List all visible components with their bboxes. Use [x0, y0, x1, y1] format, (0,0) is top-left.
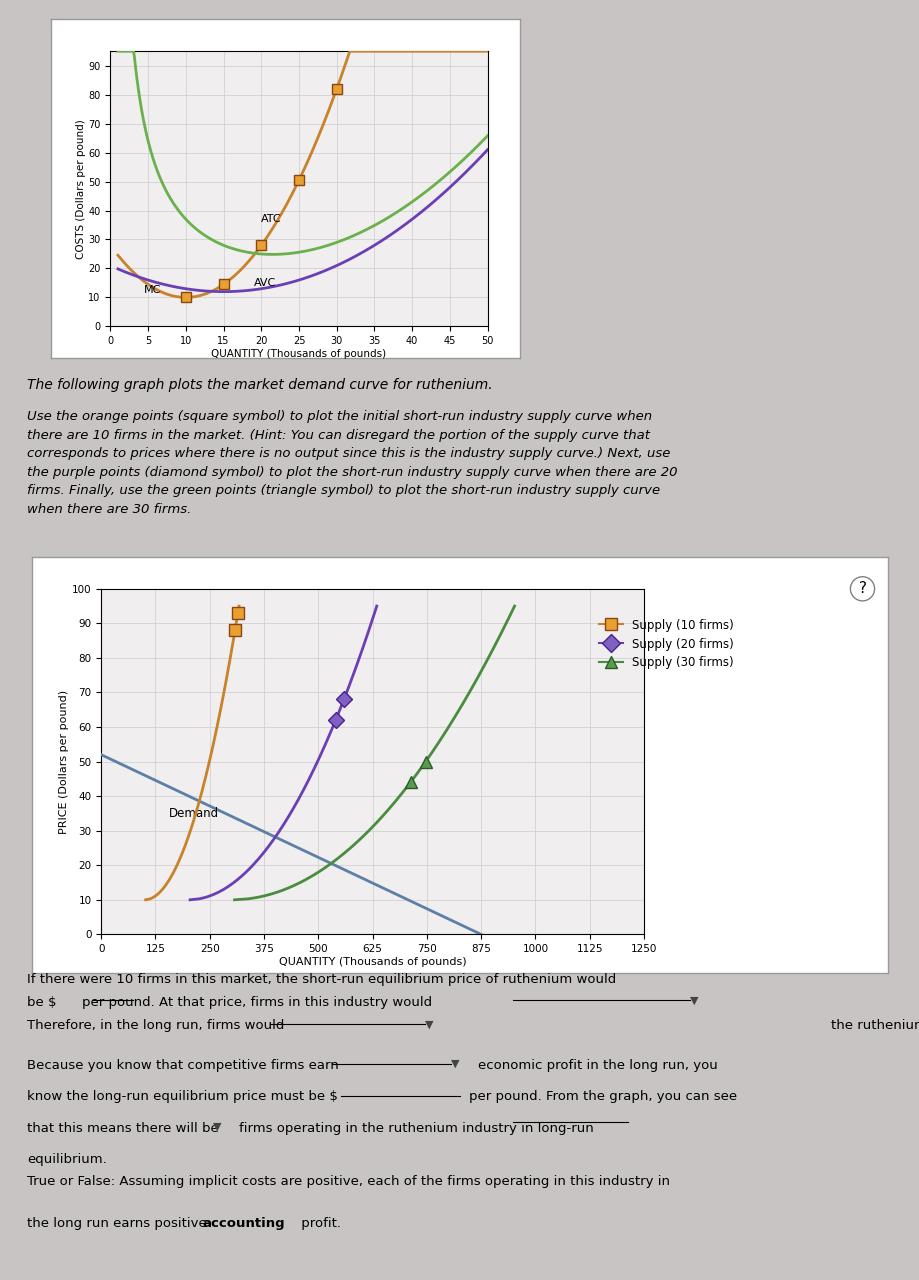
Text: profit.: profit.	[297, 1216, 341, 1230]
Text: ▼: ▼	[425, 1019, 433, 1029]
Text: ?: ?	[857, 581, 866, 596]
Text: ▼: ▼	[212, 1121, 221, 1132]
Text: ▼: ▼	[450, 1059, 460, 1069]
Y-axis label: PRICE (Dollars per pound): PRICE (Dollars per pound)	[59, 690, 69, 833]
Text: accounting: accounting	[202, 1216, 284, 1230]
Text: firms operating in the ruthenium industry in long-run: firms operating in the ruthenium industr…	[239, 1121, 594, 1134]
Text: know the long-run equilibrium price must be $: know the long-run equilibrium price must…	[28, 1091, 338, 1103]
X-axis label: QUANTITY (Thousands of pounds): QUANTITY (Thousands of pounds)	[211, 349, 386, 358]
Y-axis label: COSTS (Dollars per pound): COSTS (Dollars per pound)	[75, 119, 85, 259]
Text: Because you know that competitive firms earn: Because you know that competitive firms …	[28, 1059, 338, 1071]
Text: economic profit in the long run, you: economic profit in the long run, you	[477, 1059, 717, 1071]
Text: MC: MC	[144, 285, 162, 296]
Legend: Supply (10 firms), Supply (20 firms), Supply (30 firms): Supply (10 firms), Supply (20 firms), Su…	[594, 614, 738, 675]
Text: Use the orange points (square symbol) to plot the initial short-run industry sup: Use the orange points (square symbol) to…	[28, 410, 677, 516]
Text: be $      per pound. At that price, firms in this industry would: be $ per pound. At that price, firms in …	[28, 996, 432, 1009]
Text: the long run earns positive: the long run earns positive	[28, 1216, 211, 1230]
Text: AVC: AVC	[254, 278, 276, 288]
Text: The following graph plots the market demand curve for ruthenium.: The following graph plots the market dem…	[28, 379, 493, 392]
Text: per pound. From the graph, you can see: per pound. From the graph, you can see	[469, 1091, 736, 1103]
Text: Demand: Demand	[168, 806, 219, 820]
Text: the ruthenium market.: the ruthenium market.	[830, 1019, 919, 1033]
X-axis label: QUANTITY (Thousands of pounds): QUANTITY (Thousands of pounds)	[278, 957, 466, 966]
Text: ▼: ▼	[689, 996, 698, 1006]
Text: True or False: Assuming implicit costs are positive, each of the firms operating: True or False: Assuming implicit costs a…	[28, 1175, 670, 1188]
Text: Therefore, in the long run, firms would: Therefore, in the long run, firms would	[28, 1019, 284, 1033]
Text: ATC: ATC	[261, 214, 281, 224]
Text: equilibrium.: equilibrium.	[28, 1153, 107, 1166]
Text: that this means there will be: that this means there will be	[28, 1121, 219, 1134]
Text: If there were 10 firms in this market, the short-run equilibrium price of ruthen: If there were 10 firms in this market, t…	[28, 973, 616, 986]
